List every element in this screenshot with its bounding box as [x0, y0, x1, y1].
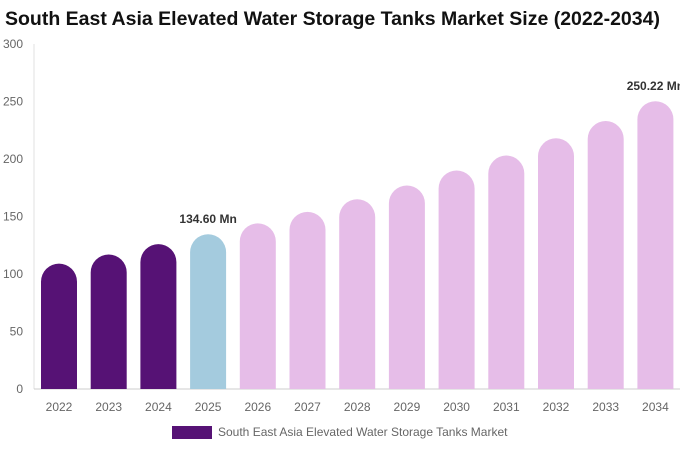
bar — [140, 244, 177, 389]
legend-label: South East Asia Elevated Water Storage T… — [218, 425, 508, 439]
bar — [239, 223, 276, 389]
x-tick-label: 2026 — [244, 400, 271, 414]
x-tick-label: 2033 — [592, 400, 619, 414]
x-tick-label: 2023 — [95, 400, 122, 414]
bar — [488, 155, 525, 389]
y-tick-label: 250 — [3, 95, 23, 109]
x-tick-label: 2030 — [443, 400, 470, 414]
bar — [438, 170, 475, 389]
y-tick-label: 200 — [3, 152, 23, 166]
x-tick-label: 2025 — [195, 400, 222, 414]
y-tick-label: 50 — [10, 325, 24, 339]
x-tick-label: 2032 — [543, 400, 570, 414]
chart-legend: South East Asia Elevated Water Storage T… — [172, 425, 507, 439]
data-label: 134.60 Mn — [179, 212, 236, 226]
bar — [190, 234, 227, 389]
legend-swatch — [172, 425, 212, 439]
bar — [637, 101, 674, 389]
y-tick-label: 300 — [3, 37, 23, 51]
bar — [388, 185, 425, 389]
bar — [289, 211, 326, 389]
bar — [587, 121, 624, 390]
y-tick-label: 100 — [3, 267, 23, 281]
x-tick-label: 2028 — [344, 400, 371, 414]
bar — [339, 199, 376, 389]
bar — [538, 138, 574, 389]
data-label: 250.22 Mn — [627, 79, 680, 93]
x-tick-label: 2022 — [46, 400, 73, 414]
x-tick-label: 2029 — [394, 400, 421, 414]
y-tick-label: 150 — [3, 210, 23, 224]
x-tick-label: 2031 — [493, 400, 520, 414]
bar — [41, 263, 77, 389]
y-tick-label: 0 — [16, 382, 23, 396]
bar — [90, 254, 127, 389]
x-tick-label: 2024 — [145, 400, 172, 414]
chart-title: South East Asia Elevated Water Storage T… — [5, 8, 660, 30]
x-tick-label: 2027 — [294, 400, 321, 414]
x-tick-label: 2034 — [642, 400, 669, 414]
